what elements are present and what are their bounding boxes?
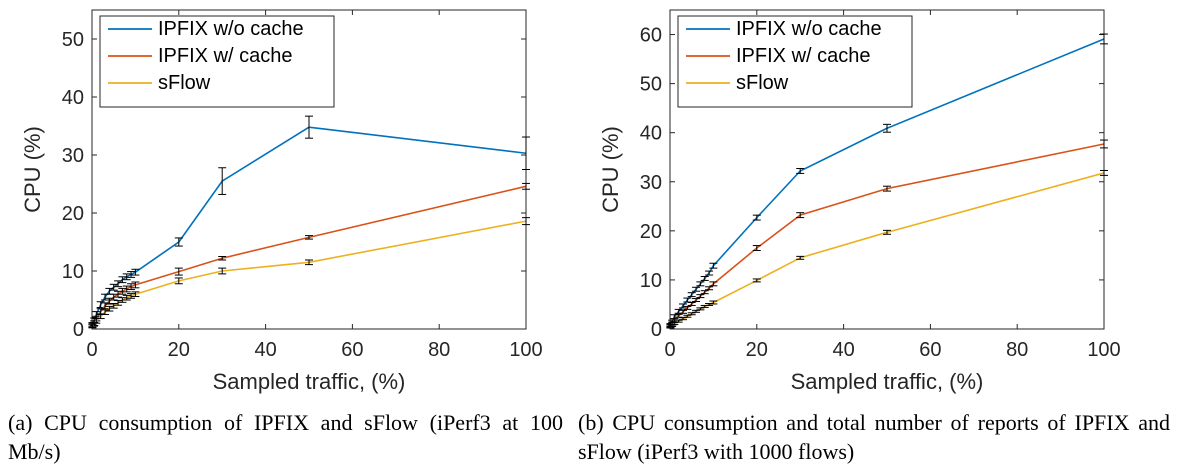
y-tick-label: 0	[651, 319, 662, 341]
y-tick-label: 60	[640, 25, 662, 47]
x-tick-label: 60	[341, 339, 363, 361]
legend-box	[677, 15, 913, 108]
x-tick-label: 40	[832, 339, 854, 361]
y-tick-label: 30	[640, 172, 662, 194]
x-tick-label: 100	[509, 339, 542, 361]
y-tick-label: 40	[62, 87, 84, 109]
x-tick-label: 0	[86, 339, 97, 361]
y-tick-label: 0	[73, 319, 84, 341]
caption-a: (a) CPU consumption of IPFIX and sFlow (…	[8, 410, 563, 464]
series-1	[88, 182, 530, 328]
series-0	[88, 115, 530, 327]
x-tick-label: 80	[1006, 339, 1028, 361]
legend-entry: sFlow	[736, 72, 789, 94]
x-tick-label: 0	[664, 339, 675, 361]
x-tick-label: 20	[168, 339, 190, 361]
chart-panel-a: 0 20 40 60 80 100 0 10 20 30 40 50 Sampled traffic, …	[20, 9, 543, 394]
x-tick-label: 40	[254, 339, 276, 361]
series-line	[669, 172, 1105, 328]
y-tick-label: 20	[640, 221, 662, 243]
x-tick-label: 100	[1087, 339, 1120, 361]
legend-entry: sFlow	[158, 72, 211, 94]
y-tick-label: 50	[640, 74, 662, 96]
y-tick-label: 40	[640, 123, 662, 145]
series-line	[91, 185, 527, 326]
chart-panel-b: 0 20 40 60 80 100 0 10 20 30 40 50 60 Sampled traffic…	[598, 9, 1121, 394]
x-tick-label: 80	[428, 339, 450, 361]
caption-b: (b) CPU consumption and total number of …	[578, 410, 1170, 464]
series-line	[669, 143, 1105, 327]
series-1	[666, 139, 1108, 329]
legend-entry: IPFIX w/o cache	[736, 18, 882, 40]
plot-area	[669, 9, 1105, 330]
legend-entry: IPFIX w/o cache	[158, 18, 304, 40]
y-axis-label: CPU (%)	[598, 126, 623, 213]
y-tick-label: 50	[62, 29, 84, 51]
y-tick-label: 10	[62, 261, 84, 283]
series-2	[88, 217, 530, 329]
y-tick-label: 20	[62, 203, 84, 225]
y-axis-label: CPU (%)	[20, 126, 45, 213]
series-2	[666, 169, 1108, 329]
y-tick-label: 30	[62, 145, 84, 167]
series-line	[91, 126, 527, 325]
x-tick-label: 60	[919, 339, 941, 361]
legend-box	[99, 15, 335, 108]
legend-entry: IPFIX w/ cache	[158, 45, 293, 67]
legend-entry: IPFIX w/ cache	[736, 45, 871, 67]
x-axis-label: Sampled traffic, (%)	[791, 369, 984, 394]
x-axis-label: Sampled traffic, (%)	[213, 369, 406, 394]
y-tick-label: 10	[640, 270, 662, 292]
x-tick-label: 20	[746, 339, 768, 361]
